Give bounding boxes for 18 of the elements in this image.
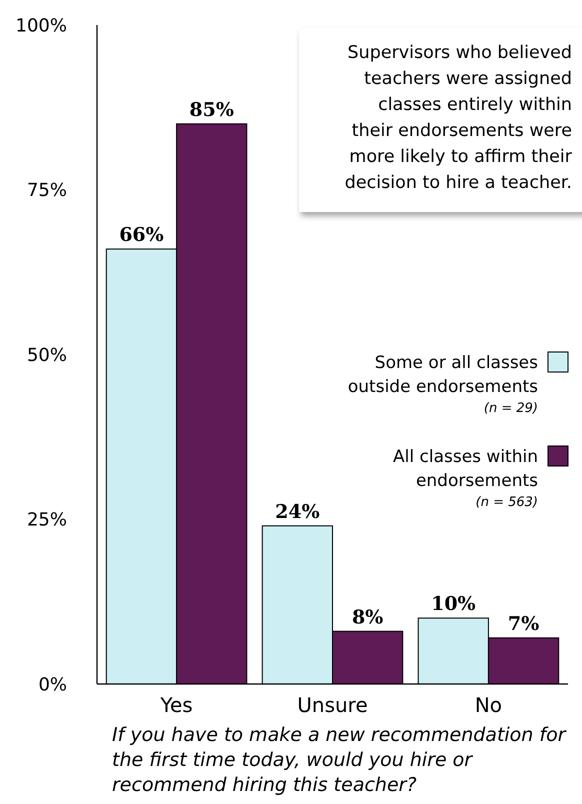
data-label: 66% [119,224,164,246]
y-tick-label: 0% [38,674,67,696]
data-label: 8% [352,606,384,628]
y-tick-label: 100% [16,15,67,36]
data-label: 24% [275,500,320,523]
y-tick-label: 50% [26,344,67,366]
legend-label: Some or all classes outside endorsements (n = 29) [348,353,538,416]
data-label: 85% [189,98,234,121]
data-label: 7% [508,612,540,635]
x-tick-label: Yes [159,693,193,717]
x-axis-title: If you have to make a new recommendation for the first time today, would you hire or recommend hiring this teacher? [112,724,567,796]
annotation: Supervisors who believed teachers were assigned classes entirely within their endorsements were more likely to affirm their decision to hire a teacher. [344,43,573,193]
y-tick-label: 75% [26,180,67,202]
y-tick-label: 25% [26,510,67,531]
x-tick-label: Unsure [297,693,368,717]
legend-label: All classes within endorsements (n = 563) [393,447,538,510]
data-label: 10% [431,593,476,616]
x-tick-label: No [474,693,502,717]
